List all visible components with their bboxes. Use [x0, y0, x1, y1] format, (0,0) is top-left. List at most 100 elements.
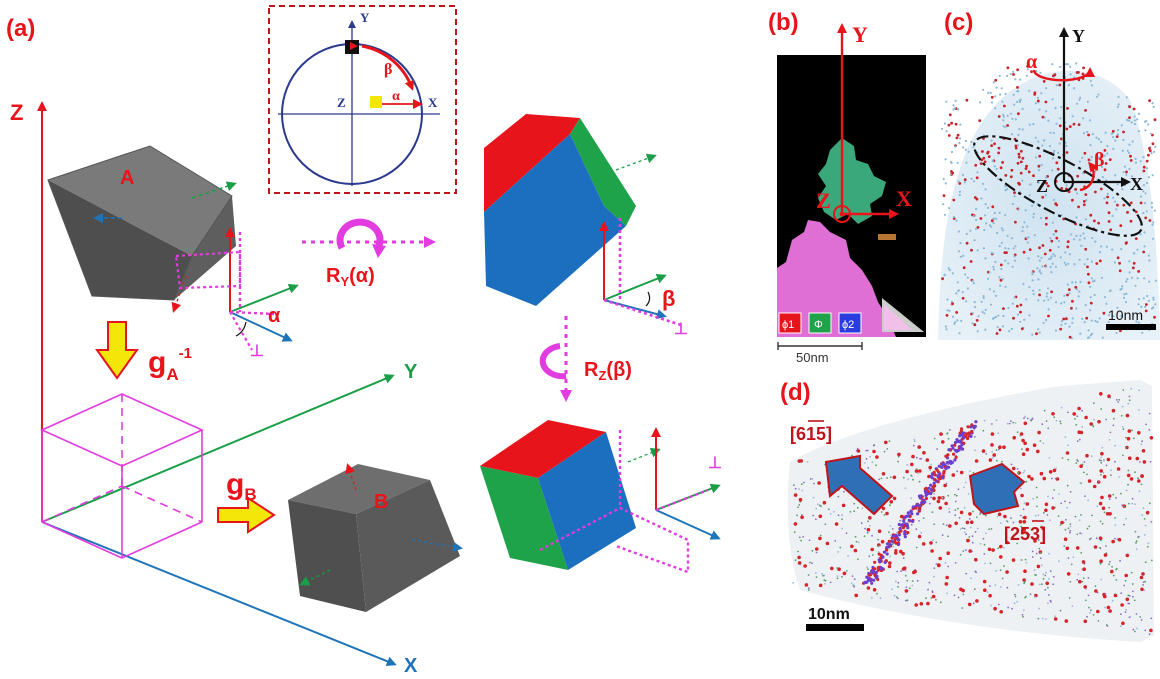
- atom-point: [1106, 625, 1109, 627]
- atom-point: [1036, 449, 1040, 454]
- atom-point: [1136, 248, 1139, 251]
- atom-point: [1040, 525, 1043, 528]
- atom-point: [956, 319, 959, 322]
- atom-point: [1060, 106, 1063, 109]
- atom-point: [872, 444, 875, 447]
- atom-point: [992, 217, 995, 220]
- interface-atom: [883, 560, 887, 565]
- atom-point: [1112, 147, 1115, 150]
- atom-point: [1100, 451, 1104, 456]
- atom-point: [979, 162, 983, 166]
- atom-point: [1131, 502, 1134, 505]
- atom-point: [1068, 335, 1072, 339]
- atom-point: [916, 579, 919, 582]
- atom-point: [985, 453, 988, 455]
- atom-point: [1007, 262, 1010, 265]
- atom-point: [1065, 151, 1069, 154]
- atom-point: [910, 497, 913, 500]
- atom-point: [1140, 443, 1143, 446]
- atom-point: [1108, 506, 1111, 509]
- atom-point: [1131, 497, 1134, 500]
- atom-point: [1148, 412, 1151, 415]
- atom-point: [1075, 423, 1078, 426]
- atom-point: [1128, 167, 1131, 171]
- atom-point: [1086, 527, 1089, 530]
- atom-point: [992, 268, 996, 271]
- atom-point: [998, 211, 1001, 214]
- interface-atom: [916, 512, 920, 516]
- legend-phi-label: Φ: [814, 319, 823, 331]
- atom-point: [1031, 417, 1034, 420]
- atom-point: [1025, 480, 1028, 483]
- atom-point: [1097, 620, 1100, 622]
- atom-point: [995, 569, 998, 572]
- atom-point: [933, 575, 935, 578]
- atom-point: [1011, 302, 1014, 305]
- atom-point: [1142, 190, 1145, 193]
- atom-point: [936, 448, 938, 450]
- atom-point: [1066, 572, 1071, 576]
- atom-point: [984, 214, 987, 217]
- atom-point: [1082, 232, 1085, 235]
- interface-atom: [954, 455, 958, 459]
- atom-point: [1045, 110, 1048, 113]
- atom-point: [815, 547, 819, 551]
- atom-point: [1019, 432, 1024, 436]
- interface-atom: [932, 470, 936, 474]
- atom-point: [1091, 236, 1094, 240]
- atom-point: [952, 216, 956, 219]
- atom-point: [1107, 220, 1111, 223]
- atom-point: [969, 526, 972, 529]
- atom-point: [857, 558, 859, 561]
- atom-point: [1067, 444, 1069, 447]
- atom-point: [1032, 443, 1037, 448]
- atom-point: [1045, 420, 1048, 422]
- atom-point: [793, 522, 798, 526]
- interface-atom: [877, 558, 881, 562]
- atom-point: [1019, 171, 1023, 175]
- atom-point: [1152, 221, 1155, 224]
- interface-atom: [923, 489, 928, 493]
- atom-point: [904, 487, 907, 489]
- atom-point: [1113, 417, 1115, 420]
- atom-point: [815, 507, 818, 510]
- atom-point: [895, 596, 898, 598]
- atom-point: [797, 561, 802, 565]
- atom-point: [1125, 436, 1127, 439]
- atom-point: [1082, 117, 1085, 120]
- atom-point: [863, 535, 866, 538]
- atom-point: [1054, 229, 1058, 233]
- atom-point: [1004, 214, 1007, 217]
- atom-point: [1071, 321, 1074, 324]
- atom-point: [1048, 257, 1051, 261]
- atom-point: [985, 222, 988, 225]
- interface-atom: [903, 530, 907, 534]
- interface-atom: [911, 505, 915, 509]
- atom-point: [1079, 280, 1082, 284]
- atom-point: [811, 549, 814, 552]
- atom-point: [1060, 320, 1063, 323]
- atom-point: [1025, 533, 1028, 536]
- atom-point: [984, 328, 987, 331]
- atom-point: [937, 563, 941, 567]
- interface-atom: [904, 514, 909, 519]
- atom-point: [945, 482, 948, 485]
- atom-point: [1049, 131, 1052, 134]
- atom-point: [1037, 617, 1040, 620]
- atom-point: [1112, 136, 1115, 139]
- atom-point: [1076, 174, 1080, 178]
- atom-point: [1038, 154, 1042, 158]
- atom-point: [872, 588, 877, 592]
- atom-point: [996, 231, 999, 235]
- atom-point: [1081, 560, 1086, 564]
- atom-point: [1154, 303, 1157, 306]
- atom-point: [1128, 260, 1131, 263]
- interface-atom: [910, 512, 914, 516]
- atom-point: [1017, 208, 1020, 211]
- atom-point: [1105, 418, 1108, 421]
- atom-point: [897, 581, 900, 584]
- atom-point: [1144, 580, 1147, 583]
- atom-point: [815, 576, 818, 578]
- apt-atoms-c: [940, 62, 1157, 340]
- atom-point: [901, 551, 905, 556]
